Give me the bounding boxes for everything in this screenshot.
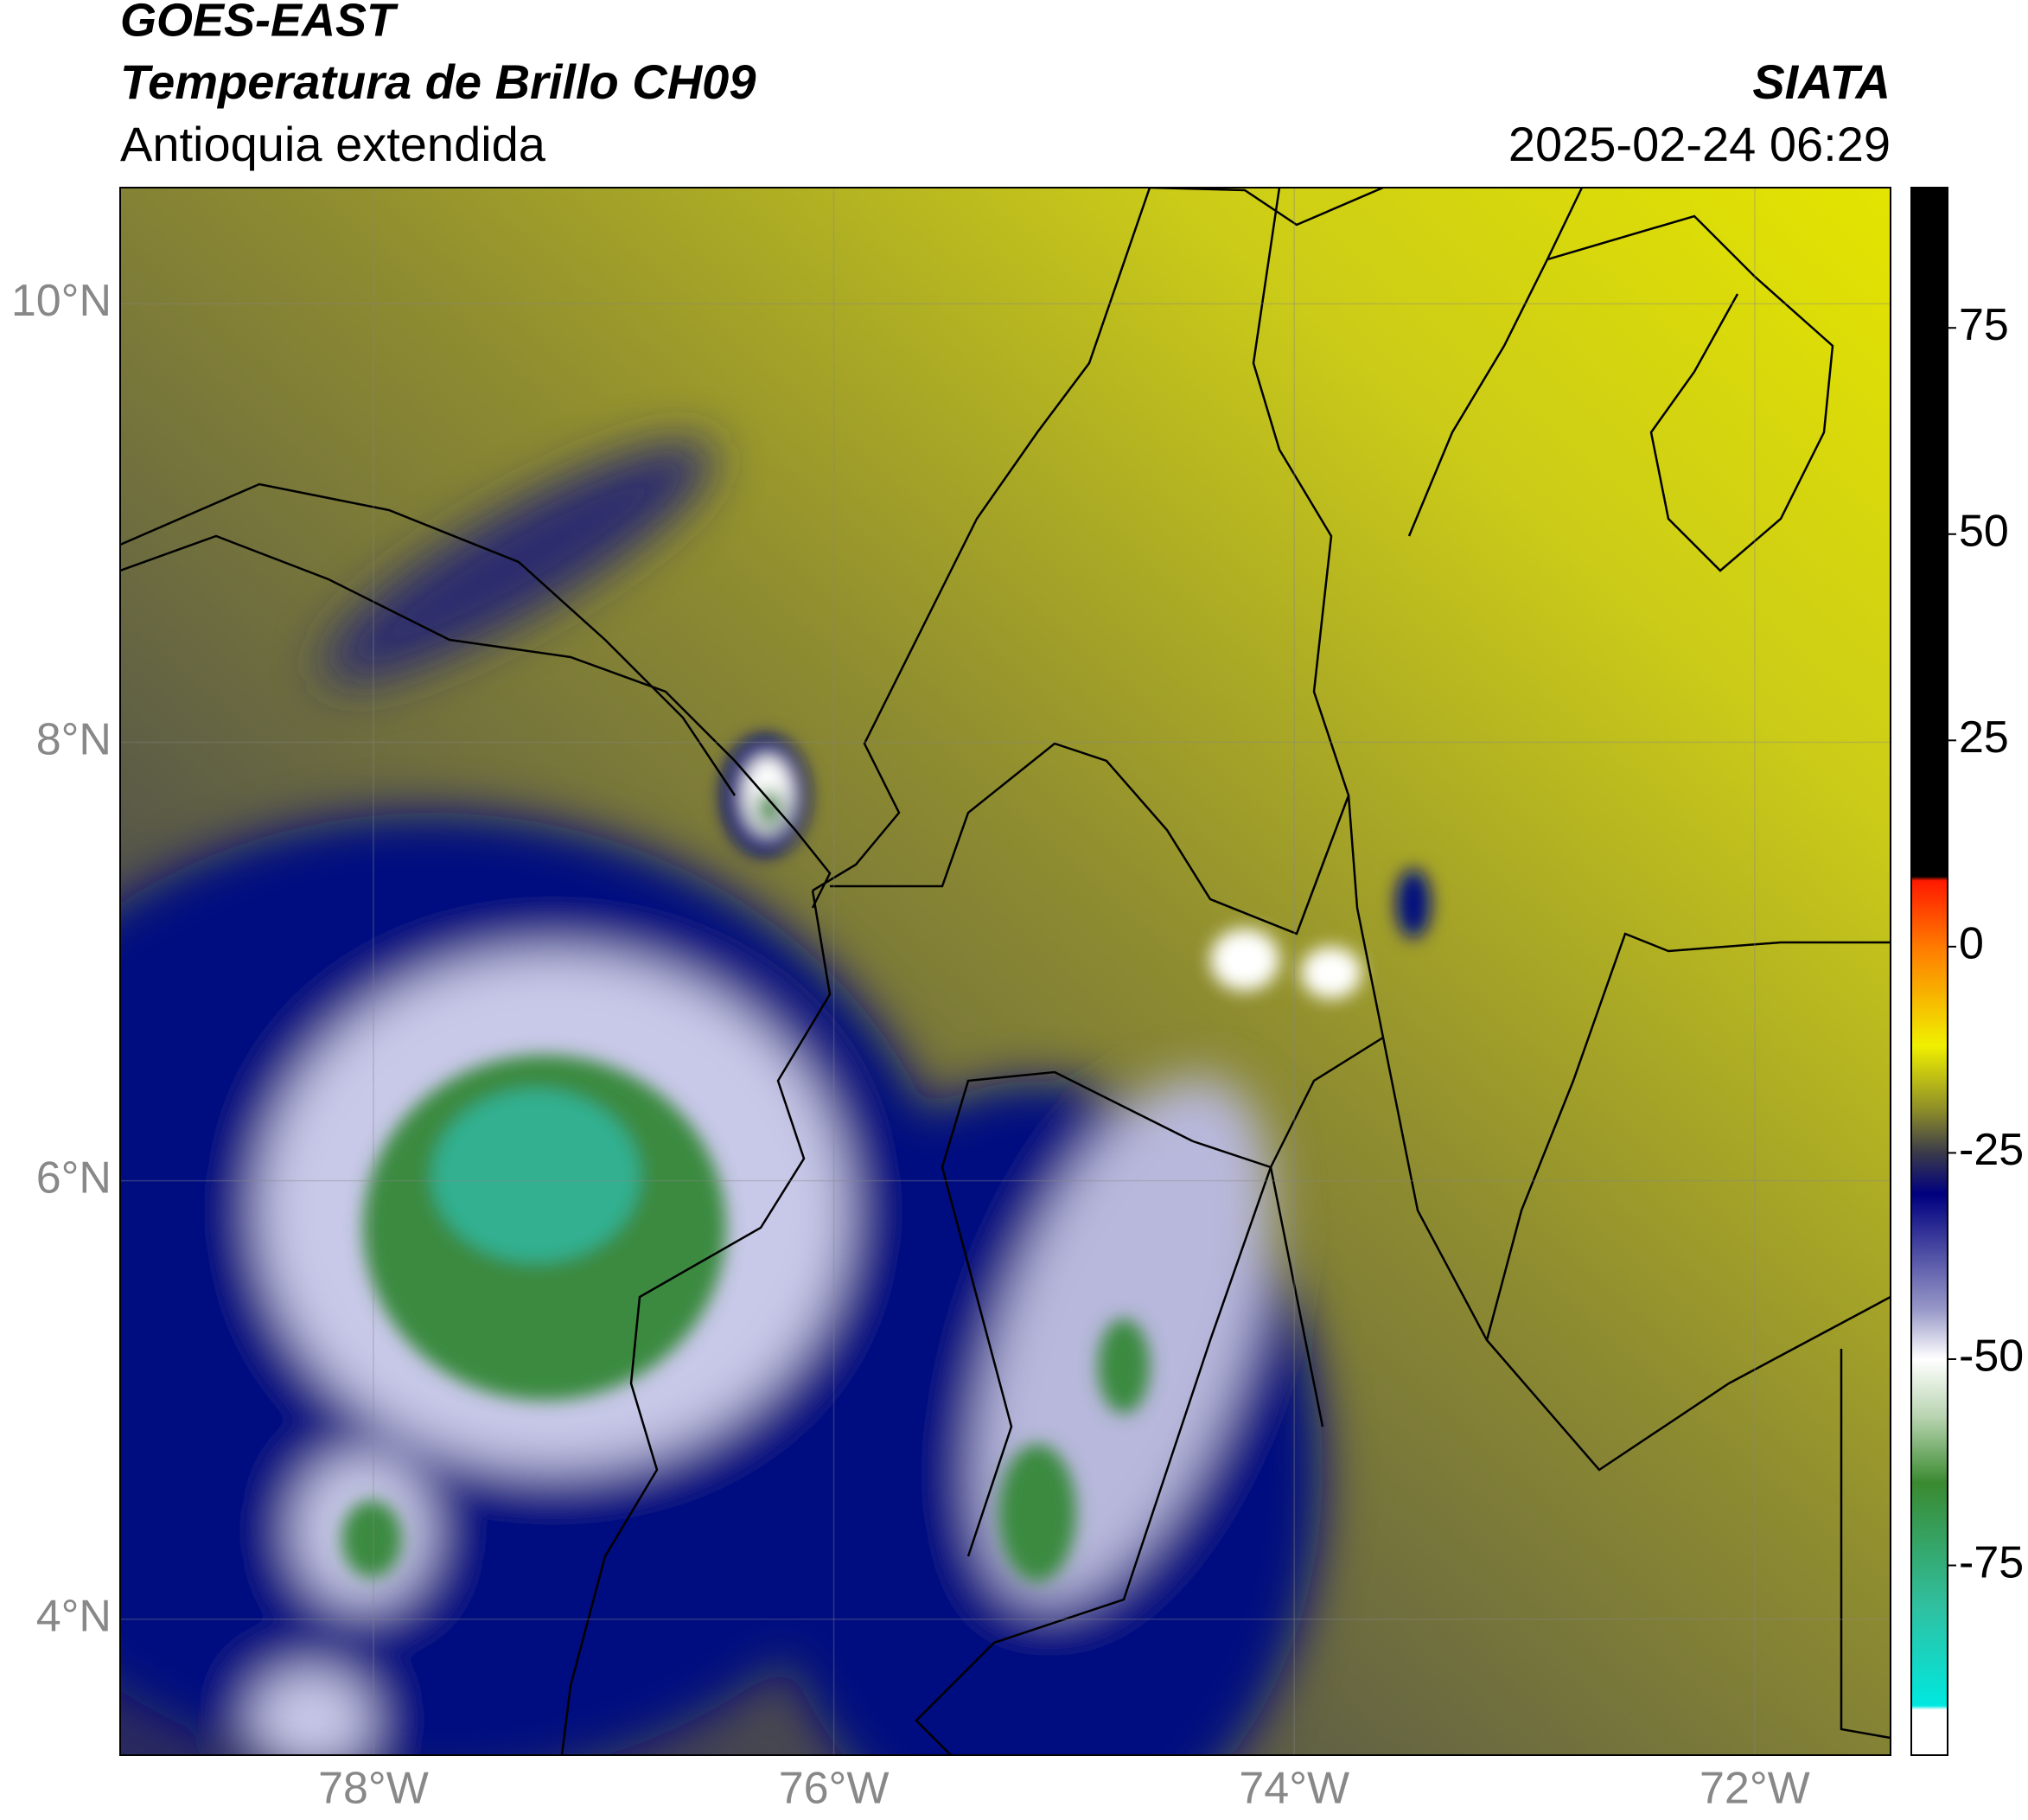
colorbar-tick-label: -75 xyxy=(1959,1537,2024,1587)
datetime: 2025-02-24 06:29 xyxy=(1508,117,1891,171)
colorbar-tick-label: -50 xyxy=(1959,1331,2024,1382)
lon-tick-label: 72°W xyxy=(1700,1764,1810,1814)
lat-tick-label: 4°N xyxy=(36,1592,112,1642)
lat-tick-label: 8°N xyxy=(36,714,112,764)
title: GOES-EAST xyxy=(120,0,399,46)
source: SIATA xyxy=(1752,54,1891,109)
colorbar-tick-label: 0 xyxy=(1959,919,1984,969)
lat-tick-label: 6°N xyxy=(36,1153,112,1203)
lon-tick-label: 74°W xyxy=(1239,1764,1349,1814)
lon-tick-label: 78°W xyxy=(318,1764,429,1814)
colorbar-tick-label: 25 xyxy=(1959,712,2009,763)
colorbar-tick-label: 75 xyxy=(1959,300,2009,350)
borders xyxy=(120,188,1891,1755)
subtitle: Temperatura de Brillo CH09 xyxy=(120,54,756,109)
grid xyxy=(120,188,1891,1755)
colorbar-tick-label: 50 xyxy=(1959,507,2009,557)
map-frame xyxy=(119,187,1891,1756)
region: Antioquia extendida xyxy=(120,117,546,171)
lon-tick-label: 76°W xyxy=(779,1764,890,1814)
colorbar xyxy=(1910,187,1948,1756)
map-image xyxy=(120,188,1891,1755)
colorbar-tick-label: -25 xyxy=(1959,1125,2024,1175)
lat-tick-label: 10°N xyxy=(11,276,112,326)
